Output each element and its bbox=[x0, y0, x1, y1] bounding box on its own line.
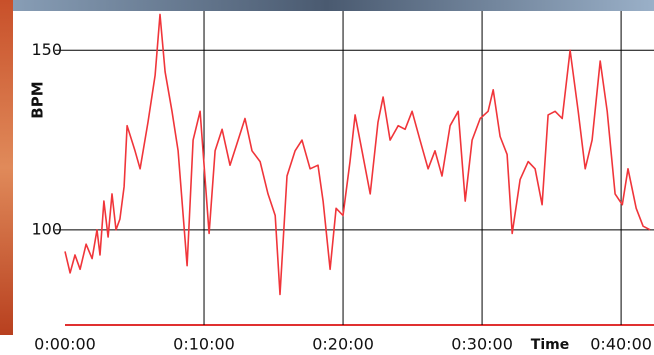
x-tick-label: 0:20:00 bbox=[312, 335, 374, 354]
plot-background bbox=[13, 11, 654, 341]
x-axis-label: Time bbox=[531, 337, 569, 353]
x-tick-label: 0:40:00 bbox=[590, 335, 652, 354]
chart: BPM Time 100 150 0:00:00 0:10:00 0:20:00 0:30… bbox=[0, 0, 654, 355]
y-axis-label: BPM bbox=[29, 81, 47, 118]
photo-strip bbox=[0, 0, 13, 335]
x-tick-label: 0:10:00 bbox=[173, 335, 235, 354]
y-tick-label: 150 bbox=[31, 40, 62, 59]
x-tick-label: 0:00:00 bbox=[34, 335, 96, 354]
x-tick-label: 0:30:00 bbox=[451, 335, 513, 354]
photo-strip bbox=[0, 0, 654, 11]
y-tick-label: 100 bbox=[31, 219, 62, 238]
